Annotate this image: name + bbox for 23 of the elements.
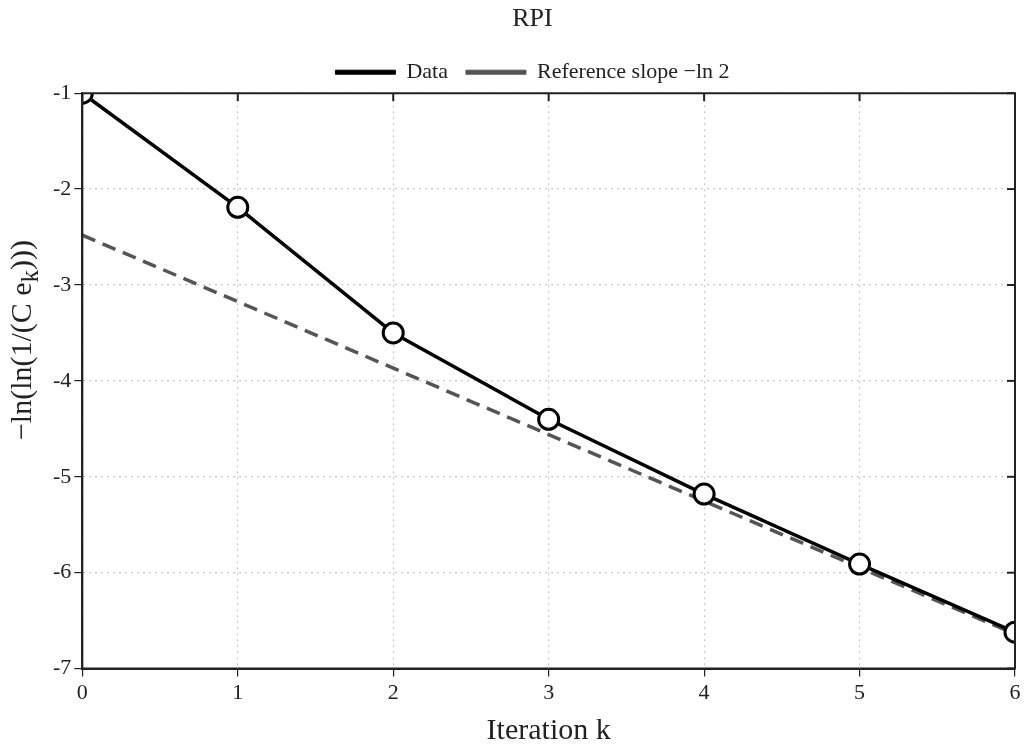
- legend-label: Reference slope −ln 2: [536, 57, 730, 83]
- x-tick-label: 2: [387, 678, 399, 704]
- y-tick-label: -7: [53, 654, 72, 680]
- y-tick-label: -1: [53, 78, 72, 104]
- x-tick-label: 5: [854, 678, 866, 704]
- x-tick-label: 0: [76, 678, 88, 704]
- x-axis-title: Iteration k: [486, 711, 611, 745]
- x-tick-label: 6: [1009, 678, 1021, 704]
- y-tick-label: -6: [53, 558, 72, 584]
- x-tick-label: 4: [698, 678, 710, 704]
- point: [537, 407, 561, 431]
- y-tick-label: -2: [53, 174, 72, 200]
- point: [848, 552, 872, 576]
- y-tick-label: -4: [53, 366, 72, 392]
- legend-label: Data: [406, 57, 449, 83]
- point: [226, 195, 250, 219]
- y-tick-label: -5: [53, 462, 72, 488]
- y-tick-label: -3: [53, 270, 72, 296]
- x-tick-label: 3: [543, 678, 555, 704]
- x-tick-label: 1: [232, 678, 244, 704]
- point: [381, 321, 405, 345]
- point: [692, 482, 716, 506]
- chart-title: RPI: [512, 3, 553, 33]
